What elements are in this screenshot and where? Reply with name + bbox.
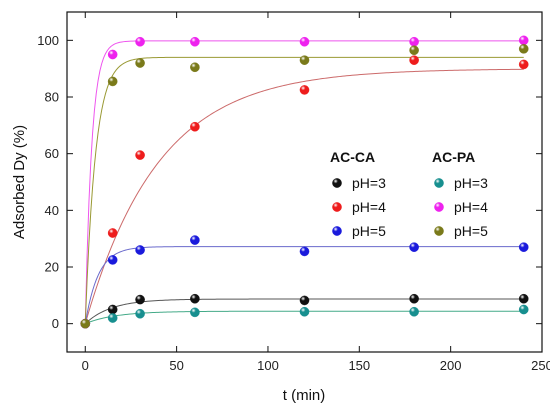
legend-marker: [332, 178, 342, 188]
y-tick-label: 0: [52, 316, 59, 331]
data-point-series-5: [518, 44, 529, 54]
legend-marker: [434, 178, 444, 188]
legend-entry-label: pH=4: [352, 199, 386, 215]
legend-entry-label: pH=5: [454, 223, 488, 239]
y-tick-label: 20: [45, 260, 59, 275]
x-tick-label: 50: [169, 358, 183, 373]
data-point-series-0: [299, 295, 310, 306]
data-point-series-4: [518, 35, 529, 46]
x-tick-label: 150: [348, 358, 370, 373]
axis-ticks: 0 50 100 150 200 250 0 20 40 60 80 100: [37, 12, 550, 373]
data-point-series-4: [190, 36, 200, 47]
data-points: [80, 35, 529, 329]
data-point-series-4: [107, 49, 118, 60]
data-point-series-2: [299, 246, 310, 257]
x-tick-label: 0: [82, 358, 89, 373]
legend: AC-CA pH=3 pH=4 pH=5 AC-PA pH=3 pH=4 pH=5: [330, 149, 488, 239]
data-point-series-0: [518, 293, 529, 304]
data-point-series-5: [409, 45, 419, 56]
data-point-series-3: [135, 308, 145, 319]
legend-group-title: AC-CA: [330, 149, 375, 165]
data-point-series-4: [409, 36, 419, 47]
y-tick-label: 100: [37, 33, 59, 48]
data-point-series-4: [135, 36, 145, 47]
data-point-series-3: [107, 313, 118, 323]
y-tick-label: 80: [45, 90, 59, 105]
data-point-series-1: [409, 55, 419, 65]
data-point-series-2: [135, 245, 145, 255]
data-point-series-2: [518, 242, 529, 252]
data-point-series-3: [409, 306, 419, 317]
legend-entry-label: pH=4: [454, 199, 488, 215]
fit-curve-series-1: [84, 68, 524, 324]
data-point-series-0: [409, 293, 419, 304]
y-tick-label: 60: [45, 146, 59, 161]
legend-marker: [434, 202, 444, 212]
data-point-series-5: [135, 58, 145, 68]
data-point-series-5: [80, 318, 91, 329]
data-point-series-1: [190, 121, 200, 132]
data-point-series-5: [107, 76, 118, 87]
data-point-series-1: [299, 85, 310, 95]
fit-curve-series-2: [84, 246, 524, 324]
plot-frame: [66, 11, 543, 353]
x-tick-label: 250: [531, 358, 550, 373]
legend-marker: [332, 226, 342, 236]
data-point-series-1: [135, 150, 145, 160]
data-point-series-2: [190, 235, 200, 245]
y-tick-label: 40: [45, 203, 59, 218]
legend-entry-label: pH=5: [352, 223, 386, 239]
data-point-series-3: [518, 304, 529, 315]
legend-entry-label: pH=3: [352, 175, 386, 191]
data-point-series-0: [107, 304, 118, 315]
data-point-series-4: [299, 36, 310, 47]
data-point-series-5: [190, 62, 200, 73]
x-tick-label: 100: [257, 358, 279, 373]
data-point-series-5: [299, 55, 310, 65]
legend-marker: [434, 226, 444, 236]
legend-group-title: AC-PA: [432, 149, 475, 165]
data-point-series-0: [190, 293, 200, 304]
data-point-series-3: [299, 306, 310, 317]
y-axis-title: Adsorbed Dy (%): [11, 125, 28, 239]
data-point-series-2: [409, 242, 419, 252]
data-point-series-2: [107, 255, 118, 265]
x-tick-label: 200: [440, 358, 462, 373]
data-point-series-3: [190, 307, 200, 318]
data-point-series-1: [107, 228, 118, 238]
x-axis-title: t (min): [283, 387, 326, 404]
data-point-series-1: [518, 59, 529, 70]
data-point-series-0: [135, 294, 145, 305]
legend-marker: [332, 202, 342, 212]
legend-entry-label: pH=3: [454, 175, 488, 191]
